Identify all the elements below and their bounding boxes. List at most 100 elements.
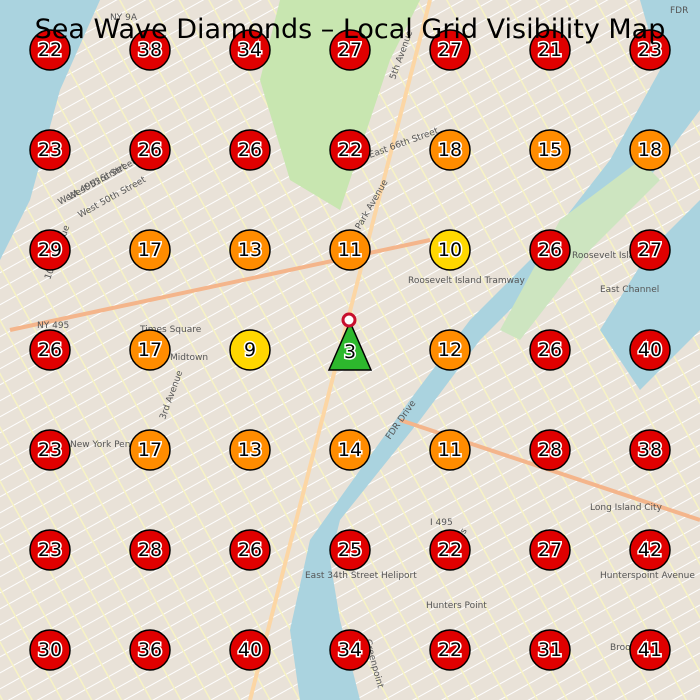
- marker-value: 17: [138, 439, 162, 461]
- grid-marker: [229, 529, 271, 571]
- grid-marker: [429, 429, 471, 471]
- marker-value: 27: [438, 39, 462, 61]
- grid-marker: [129, 329, 171, 371]
- map-label: Times Square: [139, 325, 202, 335]
- map-label: Hunterspoint Avenue: [600, 571, 695, 581]
- marker-value: 38: [638, 439, 662, 461]
- marker-value: 22: [338, 139, 362, 161]
- grid-marker: [329, 529, 371, 571]
- marker-value: 42: [638, 539, 662, 561]
- marker-value: 17: [138, 339, 162, 361]
- grid-marker: [629, 429, 671, 471]
- grid-marker: [429, 629, 471, 671]
- marker-value: 38: [138, 39, 162, 61]
- grid-marker: [229, 129, 271, 171]
- grid-marker: [29, 229, 71, 271]
- marker-value: 22: [38, 39, 62, 61]
- marker-value: 22: [438, 639, 462, 661]
- grid-marker: [29, 329, 71, 371]
- marker-value: 28: [138, 539, 162, 561]
- marker-value: 34: [238, 39, 262, 61]
- marker-value: 27: [638, 239, 662, 261]
- east-channel: [600, 200, 700, 390]
- marker-value: 27: [338, 39, 362, 61]
- grid-marker: [129, 629, 171, 671]
- grid-marker: [29, 629, 71, 671]
- marker-value: 26: [238, 139, 262, 161]
- marker-value: 18: [438, 139, 462, 161]
- marker-value: 23: [638, 39, 662, 61]
- marker-value: 13: [238, 239, 262, 261]
- grid-marker: [529, 129, 571, 171]
- marker-value: 12: [438, 339, 462, 361]
- grid-marker: [329, 129, 371, 171]
- central-park: [260, 0, 420, 210]
- grid-marker: [329, 29, 371, 71]
- grid-marker: [129, 529, 171, 571]
- marker-value: 22: [438, 539, 462, 561]
- marker-value: 27: [538, 539, 562, 561]
- marker-value: 18: [638, 139, 662, 161]
- marker-value: 34: [338, 639, 362, 661]
- grid-marker: [229, 429, 271, 471]
- marker-value: 11: [438, 439, 462, 461]
- triangle-marker: [327, 320, 373, 371]
- grid-marker: [129, 29, 171, 71]
- grid-marker: [329, 229, 371, 271]
- grid-marker: [29, 129, 71, 171]
- grid-marker: [29, 429, 71, 471]
- map-label: Roosevelt Island Tramway: [408, 276, 526, 286]
- map-label: I 495: [430, 518, 453, 528]
- grid-marker: [529, 429, 571, 471]
- map-label: East Channel: [600, 285, 659, 295]
- marker-value: 26: [538, 339, 562, 361]
- grid-marker: [329, 629, 371, 671]
- grid-marker: [229, 329, 271, 371]
- grid-marker: [29, 29, 71, 71]
- marker-value: 23: [38, 139, 62, 161]
- hudson-river: [0, 0, 100, 260]
- grid-marker: [629, 529, 671, 571]
- grid-marker: [629, 129, 671, 171]
- map-label: NY 495: [37, 321, 69, 331]
- marker-value: 40: [638, 339, 662, 361]
- marker-value: 40: [238, 639, 262, 661]
- title: Sea Wave Diamonds – Local Grid Visibilit…: [35, 14, 666, 45]
- marker-value: 25: [338, 539, 362, 561]
- grid-marker: [129, 429, 171, 471]
- grid-marker: [129, 229, 171, 271]
- marker-value: 31: [538, 639, 562, 661]
- marker-value: 26: [538, 239, 562, 261]
- grid-marker: [529, 529, 571, 571]
- marker-value: 28: [538, 439, 562, 461]
- map-label: Hunters Point: [426, 601, 487, 611]
- grid-marker: [529, 29, 571, 71]
- marker-value: 23: [38, 539, 62, 561]
- marker-value: 30: [38, 639, 62, 661]
- marker-value: 21: [538, 39, 562, 61]
- marker-value: 26: [238, 539, 262, 561]
- grid-marker: [429, 29, 471, 71]
- east-river: [290, 0, 700, 700]
- map-label: East 34th Street Heliport: [305, 571, 417, 581]
- marker-value: 23: [38, 439, 62, 461]
- map-label: NY 9A: [110, 13, 138, 23]
- marker-value: 9: [244, 339, 256, 361]
- grid-marker: [529, 329, 571, 371]
- marker-value: 13: [238, 439, 262, 461]
- grid-marker: [629, 229, 671, 271]
- map-label: Midtown: [170, 353, 208, 363]
- marker-value: 10: [438, 239, 462, 261]
- location-pin: [341, 312, 357, 328]
- marker-value: 26: [138, 139, 162, 161]
- grid-marker: [629, 329, 671, 371]
- grid-marker: [29, 529, 71, 571]
- marker-value: 26: [38, 339, 62, 361]
- grid-marker: [329, 429, 371, 471]
- grid-marker: [629, 629, 671, 671]
- map-label: FDR: [670, 6, 688, 16]
- marker-value: 3: [344, 341, 356, 363]
- grid-marker: [629, 29, 671, 71]
- grid-marker: [429, 129, 471, 171]
